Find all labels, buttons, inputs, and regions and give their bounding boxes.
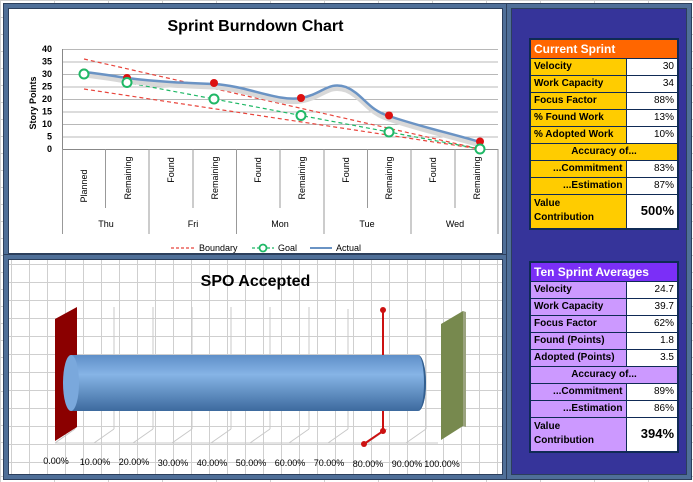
svg-text:Found: Found [166, 157, 176, 183]
svg-text:80.00%: 80.00% [353, 459, 384, 469]
svg-text:20: 20 [42, 94, 52, 104]
svg-text:50.00%: 50.00% [236, 458, 267, 468]
current-commitment-value[interactable]: 83% [625, 160, 679, 178]
svg-text:5: 5 [47, 132, 52, 142]
legend-goal-marker [258, 243, 268, 253]
table-row: Velocity 24.7 [529, 281, 679, 299]
table-row: ...Estimation 87% [529, 177, 679, 195]
actual-series-shadow [83, 72, 481, 148]
y-tick-labels: 0 5 10 15 20 25 30 35 40 [42, 44, 52, 154]
avg-adopted-points-value[interactable]: 3.5 [625, 349, 679, 367]
table-row: Accuracy of... [529, 366, 679, 384]
accuracy-header: Accuracy of... [529, 143, 679, 161]
legend-actual-label: Actual [336, 243, 361, 253]
svg-text:10: 10 [42, 119, 52, 129]
table-row: ...Commitment 89% [529, 383, 679, 401]
avg-found-points-value[interactable]: 1.8 [625, 332, 679, 350]
svg-text:Found: Found [428, 157, 438, 183]
avg-work-capacity-value[interactable]: 39.7 [625, 298, 679, 316]
avg-velocity-value[interactable]: 24.7 [625, 281, 679, 299]
table-row: Focus Factor 88% [529, 92, 679, 110]
svg-text:40.00%: 40.00% [197, 458, 228, 468]
table-row: Focus Factor 62% [529, 315, 679, 333]
table-row: ...Commitment 83% [529, 160, 679, 178]
svg-text:40: 40 [42, 44, 52, 54]
current-estimation-value[interactable]: 87% [625, 177, 679, 195]
spo-high-wall [441, 311, 463, 440]
table-row: % Found Work 13% [529, 109, 679, 127]
svg-text:Thu: Thu [98, 219, 114, 229]
svg-text:Fri: Fri [188, 219, 199, 229]
svg-text:Found: Found [341, 157, 351, 183]
boundary-series [83, 58, 481, 150]
ten-sprint-averages-table: Ten Sprint Averages Velocity 24.7 Work Ca… [529, 261, 679, 453]
table-row: Value Contribution 500% [529, 194, 679, 229]
current-focus-factor-value[interactable]: 88% [625, 92, 679, 110]
table-row: ...Estimation 86% [529, 400, 679, 418]
svg-text:100.00%: 100.00% [424, 459, 460, 469]
current-found-work-value[interactable]: 13% [625, 109, 679, 127]
svg-text:15: 15 [42, 107, 52, 117]
burndown-chart-plot: Story Points 0 5 10 15 20 25 30 35 40 [28, 44, 499, 253]
y-axis-label: Story Points [28, 76, 38, 129]
y-gridlines [62, 49, 498, 138]
svg-text:Remaining: Remaining [384, 156, 394, 199]
svg-text:Tue: Tue [359, 219, 374, 229]
table-row: Found (Points) 1.8 [529, 332, 679, 350]
svg-text:10.00%: 10.00% [80, 457, 111, 467]
legend-boundary-label: Boundary [199, 243, 238, 253]
metrics-panel: Current Sprint Velocity 30 Work Capacity 3… [507, 4, 691, 479]
spo-x-tick-labels: 0.00% 10.00% 20.00% 30.00% 40.00% 50.00%… [43, 456, 460, 469]
svg-text:Remaining: Remaining [297, 156, 307, 199]
table-row: Work Capacity 34 [529, 75, 679, 93]
svg-text:Mon: Mon [271, 219, 289, 229]
svg-text:20.00%: 20.00% [119, 457, 150, 467]
svg-text:30: 30 [42, 69, 52, 79]
svg-text:90.00%: 90.00% [392, 459, 423, 469]
category-labels: Planned Remaining Found Remaining Found … [79, 156, 482, 202]
current-work-capacity-value[interactable]: 34 [625, 75, 679, 93]
avg-focus-factor-value[interactable]: 62% [625, 315, 679, 333]
accuracy-header: Accuracy of... [529, 366, 679, 384]
spo-cylinder-bar [63, 355, 426, 411]
avg-estimation-value[interactable]: 86% [625, 400, 679, 418]
table-row: Adopted (Points) 3.5 [529, 349, 679, 367]
svg-text:60.00%: 60.00% [275, 458, 306, 468]
day-labels: Thu Fri Mon Tue Wed [98, 219, 464, 229]
svg-text:Remaining: Remaining [210, 156, 220, 199]
svg-text:70.00%: 70.00% [314, 458, 345, 468]
burndown-legend: Boundary Goal Actual [171, 243, 361, 253]
table-row: % Adopted Work 10% [529, 126, 679, 144]
avg-commitment-value[interactable]: 89% [625, 383, 679, 401]
svg-text:Remaining: Remaining [472, 156, 482, 199]
current-sprint-table: Current Sprint Velocity 30 Work Capacity 3… [529, 38, 679, 230]
svg-text:Found: Found [253, 157, 263, 183]
goal-markers [78, 68, 486, 155]
spo-chart-plot: 0.00% 10.00% 20.00% 30.00% 40.00% 50.00%… [43, 307, 466, 469]
svg-text:Wed: Wed [446, 219, 464, 229]
current-sprint-header: Current Sprint [529, 38, 679, 59]
svg-text:25: 25 [42, 82, 52, 92]
table-row: Velocity 30 [529, 58, 679, 76]
svg-text:0.00%: 0.00% [43, 456, 69, 466]
current-value-contribution-value[interactable]: 500% [625, 194, 679, 229]
table-row: Value Contribution 394% [529, 417, 679, 452]
burndown-chart-title: Sprint Burndown Chart [167, 18, 344, 35]
ten-sprint-averages-header: Ten Sprint Averages [529, 261, 679, 282]
table-row: Work Capacity 39.7 [529, 298, 679, 316]
category-dividers [62, 149, 499, 234]
legend-goal-label: Goal [278, 243, 297, 253]
svg-text:Remaining: Remaining [123, 156, 133, 199]
burndown-chart-panel: Sprint Burndown Chart Story Points 0 5 1… [4, 4, 507, 258]
svg-text:Planned: Planned [79, 169, 89, 202]
current-adopted-work-value[interactable]: 10% [625, 126, 679, 144]
svg-text:30.00%: 30.00% [158, 458, 189, 468]
spo-chart-title: SPO Accepted [200, 273, 311, 290]
svg-text:35: 35 [42, 57, 52, 67]
svg-text:0: 0 [47, 144, 52, 154]
current-velocity-value[interactable]: 30 [625, 58, 679, 76]
table-row: Accuracy of... [529, 143, 679, 161]
spo-accepted-chart-panel: SPO Accepted [4, 255, 507, 479]
avg-value-contribution-value[interactable]: 394% [625, 417, 679, 452]
